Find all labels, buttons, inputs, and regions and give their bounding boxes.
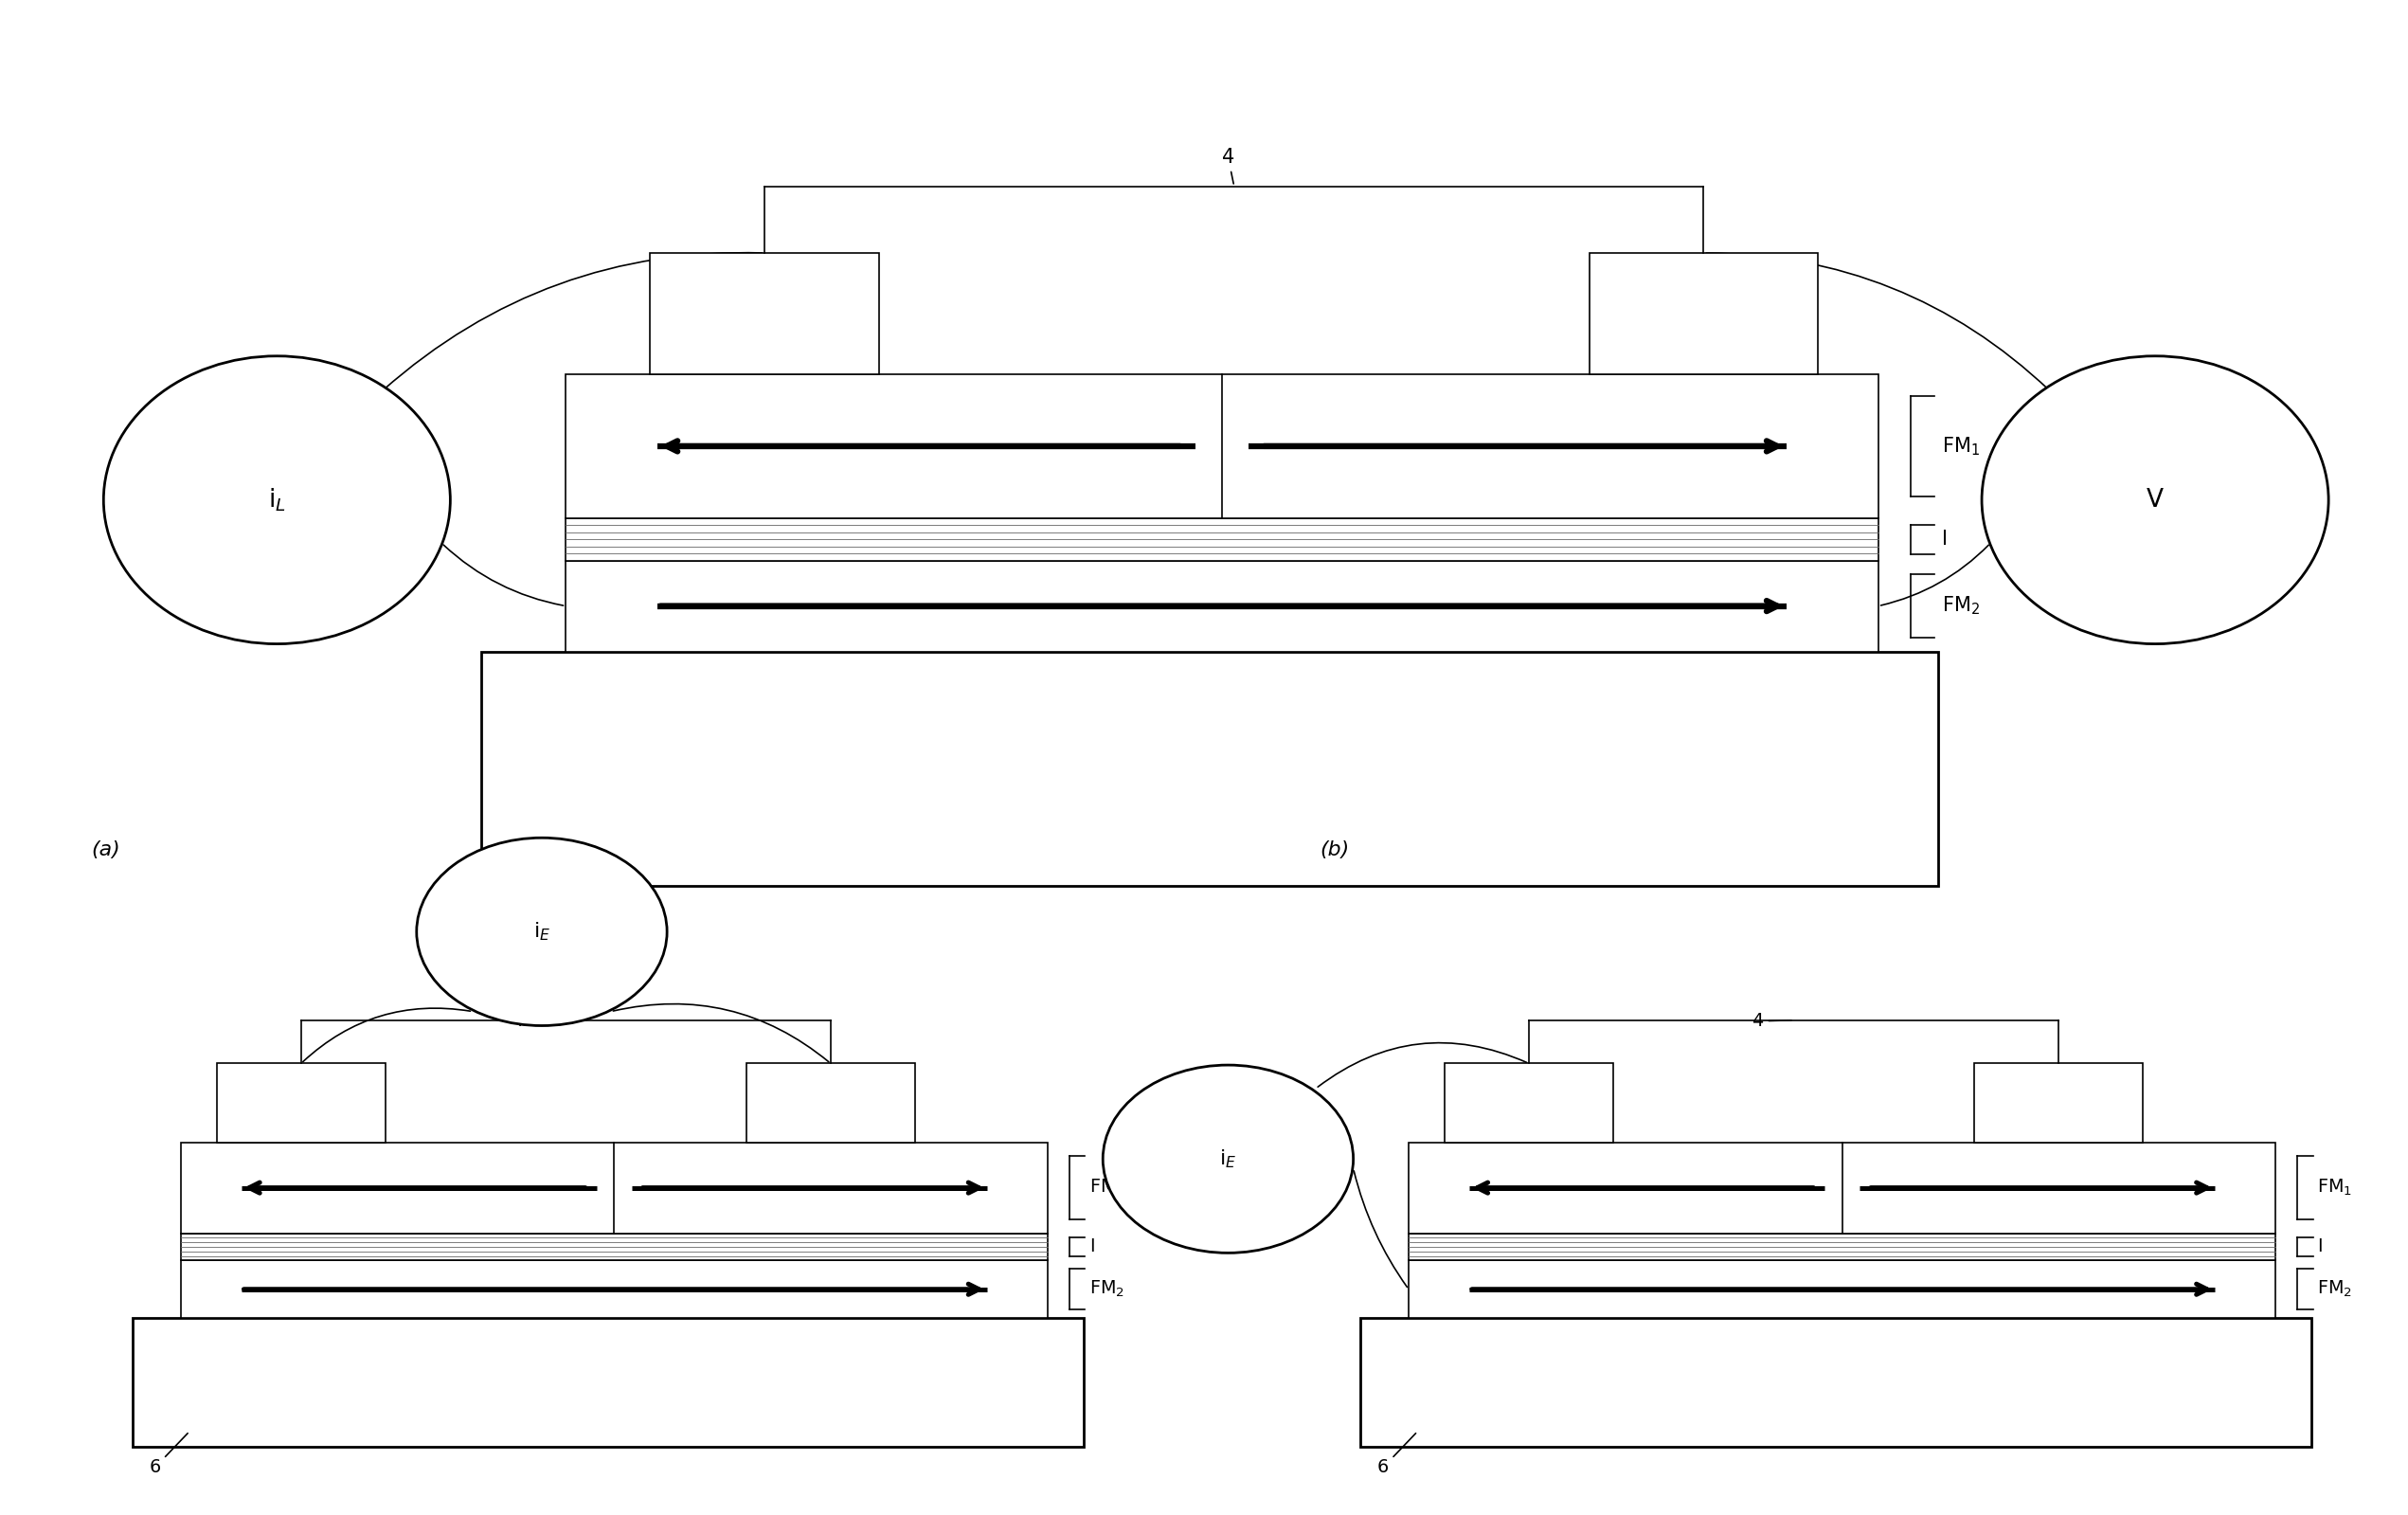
- Ellipse shape: [1103, 1065, 1353, 1253]
- Bar: [1409, 1142, 2276, 1233]
- Text: FM$_2$: FM$_2$: [1088, 1279, 1125, 1300]
- Text: 6: 6: [149, 1433, 188, 1477]
- Bar: [1589, 253, 1818, 374]
- Text: (a): (a): [92, 841, 120, 861]
- Bar: [1445, 1064, 1613, 1142]
- Bar: [650, 253, 879, 374]
- Text: FM$_1$: FM$_1$: [2316, 1177, 2353, 1198]
- Bar: [217, 1064, 385, 1142]
- Bar: [746, 1064, 915, 1142]
- Bar: [566, 374, 1878, 518]
- Bar: [1409, 1260, 2276, 1318]
- Text: 4: 4: [513, 1012, 563, 1030]
- Text: i$_L$: i$_L$: [267, 486, 287, 514]
- Text: V: V: [2146, 488, 2165, 512]
- Bar: [482, 651, 1938, 886]
- Text: 6: 6: [542, 861, 568, 936]
- Bar: [1361, 1318, 2312, 1447]
- Text: FM$_2$: FM$_2$: [2316, 1279, 2353, 1300]
- Text: I: I: [1941, 530, 1948, 548]
- Bar: [132, 1318, 1084, 1447]
- Ellipse shape: [417, 838, 667, 1026]
- Bar: [1409, 1233, 2276, 1260]
- Text: FM$_2$: FM$_2$: [1941, 595, 1979, 617]
- Bar: [1975, 1064, 2143, 1142]
- Ellipse shape: [1982, 356, 2329, 644]
- Bar: [566, 518, 1878, 561]
- Text: 4: 4: [1753, 1012, 1792, 1030]
- Ellipse shape: [104, 356, 450, 644]
- Text: FM$_1$: FM$_1$: [1088, 1177, 1125, 1198]
- Text: 4: 4: [1221, 147, 1235, 183]
- Text: 6: 6: [1377, 1433, 1416, 1477]
- Text: FM$_1$: FM$_1$: [1941, 435, 1979, 458]
- Text: i$_E$: i$_E$: [1218, 1148, 1238, 1170]
- Bar: [566, 561, 1878, 651]
- Text: I: I: [1088, 1238, 1096, 1256]
- Bar: [181, 1233, 1047, 1260]
- Bar: [181, 1260, 1047, 1318]
- Text: i$_E$: i$_E$: [532, 921, 551, 942]
- Text: (b): (b): [1320, 841, 1348, 861]
- Bar: [181, 1142, 1047, 1233]
- Text: I: I: [2316, 1238, 2324, 1256]
